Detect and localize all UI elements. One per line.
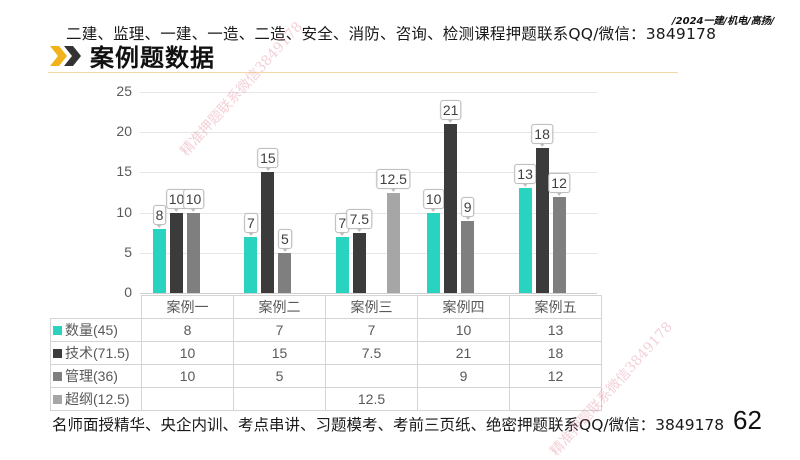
data-label: 9 bbox=[460, 196, 475, 220]
series-name: 数量(45) bbox=[65, 322, 118, 338]
table-cell: 12 bbox=[509, 364, 602, 388]
title-block: 案例题数据 bbox=[48, 38, 215, 73]
bar bbox=[261, 172, 275, 293]
data-label: 12.5 bbox=[376, 168, 410, 192]
gridline bbox=[140, 132, 597, 134]
gridline bbox=[140, 293, 597, 294]
table-cell: 12.5 bbox=[325, 387, 418, 411]
data-label: 21 bbox=[439, 100, 462, 124]
page-title: 案例题数据 bbox=[90, 44, 215, 72]
data-label: 7 bbox=[335, 212, 350, 236]
title-divider bbox=[48, 72, 678, 73]
bar bbox=[461, 220, 475, 293]
category-header: 案例四 bbox=[417, 295, 510, 319]
bar bbox=[535, 148, 549, 293]
data-label: 7 bbox=[243, 212, 258, 236]
table-row: 技术(71.5) 10 15 7.5 21 18 bbox=[50, 341, 602, 365]
top-banner-text: 二建、监理、一建、一造、二造、安全、消防、咨询、检测课程押题联系QQ/微信：38… bbox=[66, 25, 717, 43]
data-label: 8 bbox=[152, 204, 167, 228]
gridline bbox=[140, 252, 597, 254]
table-cell bbox=[325, 364, 418, 388]
y-axis-tick: 0 bbox=[124, 284, 132, 300]
table-cell: 21 bbox=[417, 341, 510, 365]
bar bbox=[552, 196, 566, 293]
data-label: 10 bbox=[182, 188, 205, 212]
course-tag: /2024一建/机电/高扬/ bbox=[672, 16, 775, 27]
data-label: 13 bbox=[514, 164, 536, 188]
page-number: 62 bbox=[733, 405, 762, 435]
table-cell: 10 bbox=[141, 364, 234, 388]
data-label: 15 bbox=[257, 148, 279, 172]
table-corner bbox=[50, 295, 142, 319]
data-label: 5 bbox=[277, 228, 292, 252]
table-cell bbox=[141, 387, 234, 411]
gridline bbox=[140, 172, 597, 174]
bar bbox=[427, 212, 441, 293]
category-header: 案例二 bbox=[233, 295, 326, 319]
y-axis-tick: 25 bbox=[116, 83, 132, 99]
table-cell: 7.5 bbox=[325, 341, 418, 365]
data-label: 7.5 bbox=[346, 208, 373, 232]
table-cell: 10 bbox=[141, 341, 234, 365]
chart-data-table: 案例一 案例二 案例三 案例四 案例五 数量(45) 8 7 7 10 13 技术(71.5) 10 15… bbox=[50, 295, 602, 411]
series-legend: 数量(45) bbox=[50, 318, 142, 342]
bar bbox=[518, 188, 532, 293]
bar bbox=[153, 228, 166, 293]
series-legend: 超纲(12.5) bbox=[50, 387, 142, 411]
table-cell bbox=[417, 387, 510, 411]
bar bbox=[244, 236, 258, 293]
series-legend: 技术(71.5) bbox=[50, 341, 142, 365]
category-header: 案例一 bbox=[141, 295, 234, 319]
data-label: 12 bbox=[548, 172, 570, 196]
y-axis-tick: 10 bbox=[116, 203, 132, 220]
table-cell: 10 bbox=[417, 318, 510, 342]
bar bbox=[187, 212, 200, 293]
legend-swatch-icon bbox=[53, 372, 62, 381]
bar-chart: 0 5 10 15 20 25 8 10 10 7 15 5 7 7.5 12.5 10 21 9 13 18 12 bbox=[116, 83, 597, 300]
table-cell bbox=[509, 387, 602, 411]
bar bbox=[278, 252, 292, 293]
bar bbox=[386, 192, 400, 293]
legend-swatch-icon bbox=[53, 395, 62, 404]
legend-swatch-icon bbox=[53, 349, 62, 358]
table-cell: 8 bbox=[141, 318, 234, 342]
table-cell bbox=[233, 387, 326, 411]
series-legend: 管理(36) bbox=[50, 364, 142, 388]
table-cell: 9 bbox=[417, 364, 510, 388]
bar bbox=[335, 236, 349, 293]
data-label: 10 bbox=[422, 188, 445, 212]
table-cell: 13 bbox=[509, 318, 602, 342]
table-cell: 15 bbox=[233, 341, 326, 365]
y-axis-tick: 20 bbox=[116, 123, 132, 140]
y-axis-tick: 15 bbox=[116, 163, 132, 180]
bar bbox=[170, 212, 183, 293]
table-cell: 18 bbox=[509, 341, 602, 365]
bar bbox=[444, 124, 458, 293]
table-cell: 7 bbox=[325, 318, 418, 342]
double-chevron-icon bbox=[48, 43, 84, 69]
series-name: 管理(36) bbox=[65, 368, 118, 384]
table-cell: 5 bbox=[233, 364, 326, 388]
table-cell: 7 bbox=[233, 318, 326, 342]
category-header: 案例五 bbox=[509, 295, 602, 319]
gridline bbox=[140, 92, 597, 93]
y-axis-tick: 5 bbox=[124, 243, 132, 260]
legend-swatch-icon bbox=[53, 326, 62, 335]
table-row: 超纲(12.5) 12.5 bbox=[50, 387, 602, 411]
table-row: 管理(36) 10 5 9 12 bbox=[50, 364, 602, 388]
series-name: 技术(71.5) bbox=[65, 345, 130, 361]
category-header: 案例三 bbox=[325, 295, 418, 319]
data-label: 10 bbox=[165, 188, 188, 212]
data-label: 18 bbox=[531, 124, 553, 148]
footer-text: 名师面授精华、央企内训、考点串讲、习题模考、考前三页纸、绝密押题联系QQ/微信：… bbox=[52, 416, 725, 434]
bar bbox=[352, 232, 366, 293]
table-row: 数量(45) 8 7 7 10 13 bbox=[50, 318, 602, 342]
series-name: 超纲(12.5) bbox=[65, 391, 130, 407]
